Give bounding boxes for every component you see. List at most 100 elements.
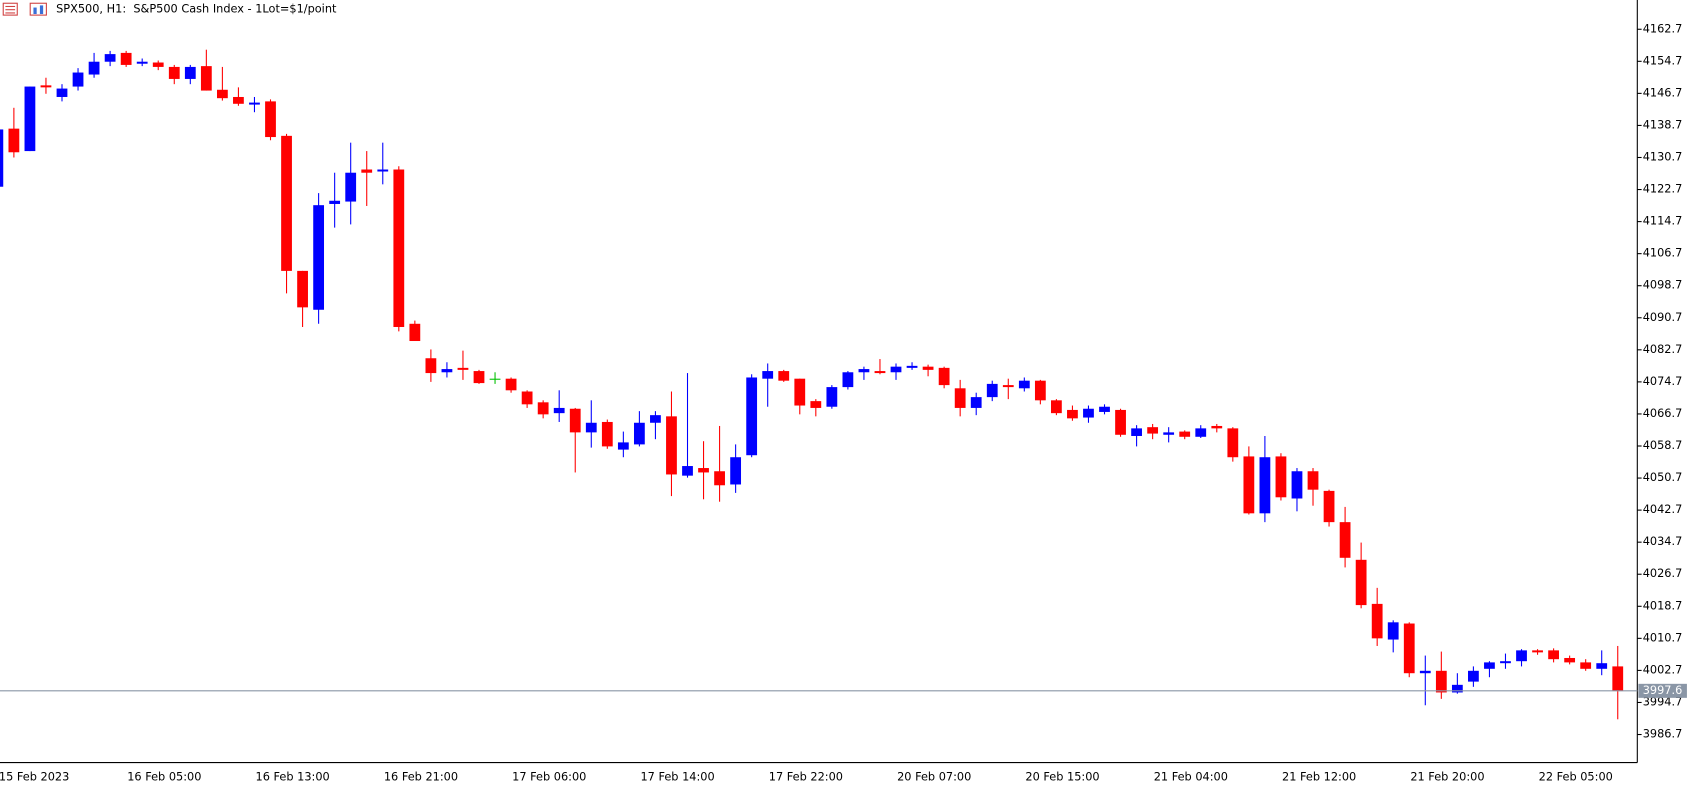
candle-body <box>265 101 276 138</box>
candle-body <box>40 85 52 88</box>
candle-body <box>233 96 244 104</box>
candle-body <box>682 466 693 476</box>
candle-body <box>0 129 4 187</box>
y-tick-label: 4050.7 <box>1643 470 1683 484</box>
candle-body <box>617 442 629 450</box>
candle-body <box>810 401 822 408</box>
candle-body <box>986 383 998 398</box>
candle-body <box>1484 662 1495 669</box>
candle-body <box>168 66 180 79</box>
candle-body <box>1355 559 1367 606</box>
candle-body <box>425 358 437 374</box>
candle-body <box>136 61 148 64</box>
candle-body <box>1419 670 1431 674</box>
candle-body <box>88 61 100 75</box>
candle-body <box>585 422 597 433</box>
candle-body <box>746 377 758 456</box>
x-tick-label: 17 Feb 06:00 <box>512 770 586 784</box>
y-tick-label: 4058.7 <box>1643 438 1683 452</box>
candle-body <box>1002 385 1014 388</box>
candle-body <box>24 86 36 152</box>
candle-body <box>1227 428 1239 458</box>
y-tick-label: 4018.7 <box>1643 598 1683 612</box>
icon-bar <box>33 7 37 15</box>
candle-body <box>281 135 292 271</box>
candle-body <box>794 378 806 406</box>
y-tick-label: 3994.7 <box>1643 694 1683 708</box>
candle-body <box>938 367 950 386</box>
x-tick-label: 16 Feb 05:00 <box>127 770 201 784</box>
y-tick-label: 4106.7 <box>1643 246 1683 260</box>
x-tick-label: 16 Feb 21:00 <box>384 770 458 784</box>
candle-body <box>521 391 533 405</box>
y-tick-label: 4114.7 <box>1643 214 1683 228</box>
y-tick-label: 4034.7 <box>1643 534 1683 548</box>
x-tick-label: 21 Feb 12:00 <box>1282 770 1356 784</box>
y-tick-label: 4026.7 <box>1643 566 1683 580</box>
toolbar-icons <box>2 2 47 16</box>
y-tick-label: 3986.7 <box>1643 727 1683 741</box>
candle-body <box>120 52 132 65</box>
last-price-box <box>1638 683 1687 698</box>
candle-body <box>313 205 325 310</box>
y-tick-label: 4162.7 <box>1643 21 1683 35</box>
x-tick-label: 22 Feb 05:00 <box>1539 770 1613 784</box>
candle-body <box>666 416 677 475</box>
candle-body <box>1291 471 1303 499</box>
candle-body <box>1147 427 1159 434</box>
candle-body <box>56 88 68 97</box>
candle-body <box>1243 456 1255 514</box>
x-tick-label: 17 Feb 22:00 <box>769 770 843 784</box>
candle-body <box>1532 650 1543 653</box>
candle-body <box>1131 428 1142 436</box>
last-price-label: 3997.6 <box>1643 683 1683 697</box>
candle-body <box>698 468 709 473</box>
candle-body <box>1500 661 1511 664</box>
candle-body <box>778 371 790 381</box>
candle-body <box>874 371 886 374</box>
y-tick-label: 4130.7 <box>1643 149 1683 163</box>
candle-body <box>569 408 581 433</box>
candle-body <box>890 366 902 373</box>
candle-body <box>345 172 357 202</box>
candle-body <box>633 422 645 445</box>
chart-icon <box>29 2 47 16</box>
candle-body <box>505 378 517 391</box>
candle-body <box>1516 650 1527 662</box>
candle-body <box>762 371 774 379</box>
candle-body <box>409 323 421 342</box>
candle-body <box>1387 622 1399 640</box>
candle-body <box>329 200 341 204</box>
y-tick-label: 4010.7 <box>1643 630 1683 644</box>
candle-body <box>1596 663 1608 669</box>
candle-body <box>8 128 20 153</box>
candle-body <box>1179 431 1191 437</box>
candle-body <box>1307 471 1319 490</box>
candle-body <box>1339 522 1351 558</box>
x-tick-label: 16 Feb 13:00 <box>256 770 330 784</box>
candle-body <box>970 397 982 408</box>
icon-bar <box>39 5 44 15</box>
candle-body <box>1115 409 1126 435</box>
candle-body <box>1371 603 1383 639</box>
candle-body <box>1163 432 1175 435</box>
y-tick-label: 4066.7 <box>1643 406 1683 420</box>
y-tick-label: 4042.7 <box>1643 502 1683 516</box>
y-tick-label: 4154.7 <box>1643 53 1683 67</box>
candle-body <box>1275 456 1287 498</box>
candle-body <box>906 365 918 368</box>
y-tick-label: 4138.7 <box>1643 117 1683 131</box>
y-tick-label: 4122.7 <box>1643 182 1683 196</box>
candle-body <box>1018 380 1030 389</box>
candle-body <box>184 66 196 79</box>
x-tick-label: 20 Feb 15:00 <box>1025 770 1099 784</box>
candle-body <box>152 62 164 67</box>
candle-body <box>104 54 116 62</box>
y-tick-label: 4098.7 <box>1643 278 1683 292</box>
y-tick-label: 4002.7 <box>1643 662 1683 676</box>
candle-body <box>954 388 966 408</box>
y-tick-label: 4146.7 <box>1643 85 1683 99</box>
candle-body <box>650 415 661 423</box>
candle-body <box>1468 670 1479 682</box>
